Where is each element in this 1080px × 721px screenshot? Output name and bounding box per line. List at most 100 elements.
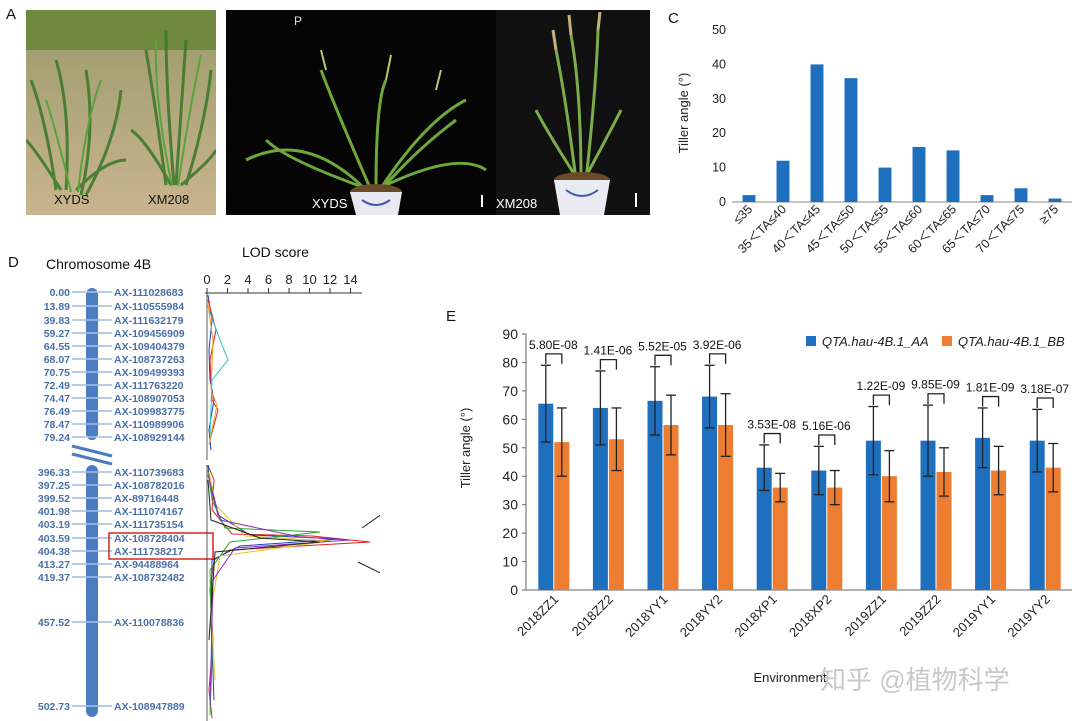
upper-marker-10: AX-110989906: [114, 419, 184, 431]
upper-pos-9: 76.49: [44, 406, 70, 418]
chart-e-bar-1-8: [991, 470, 1007, 590]
photo-b-mark: P: [294, 14, 303, 28]
chart-e-xtick-1: 2018ZZ2: [569, 592, 616, 639]
chart-e-ytick-4: 40: [502, 468, 518, 484]
chart-c-xtick-9: ≥75: [1037, 202, 1062, 227]
chart-e-ytick-3: 30: [502, 497, 518, 513]
chart-c-bar-5: [912, 146, 926, 202]
qtl-highlight-box: [108, 532, 214, 560]
photo-b-label-xm208: XM208: [496, 196, 538, 211]
lod-curves: [207, 294, 371, 719]
chart-c-bar-4: [878, 167, 892, 202]
panel-label-c: C: [668, 10, 679, 27]
lod-tick-5: 10: [302, 272, 316, 287]
chart-c-bar-8: [1014, 188, 1028, 202]
chart-e-ytick-5: 50: [502, 440, 518, 456]
lower-marker-9: AX-110078836: [114, 617, 184, 629]
chart-e-pvalue-3: 3.92E-06: [693, 338, 742, 352]
chart-e-bracket-3: [708, 353, 727, 364]
chart-c-bar-6: [946, 150, 960, 202]
chart-c-bar-2: [810, 64, 824, 203]
chart-e-bracket-5: [818, 434, 836, 445]
chart-e-ytick-6: 60: [502, 411, 518, 427]
chart-e-bar-1-0: [554, 442, 570, 590]
upper-marker-2: AX-111632179: [114, 315, 184, 327]
lower-marker-4: AX-111735154: [114, 519, 184, 531]
lod-tick-2: 4: [244, 272, 251, 287]
chart-c-ytick-0: 0: [719, 195, 726, 209]
lod-tick-4: 8: [285, 272, 292, 287]
chart-e-pvalue-4: 3.53E-08: [747, 418, 796, 432]
chart-e-tiller-by-environment: Tiller angle (°) 0 10 20 30 40 50 60 70 80 90 5.8…: [458, 326, 1072, 685]
chart-c-bar-9: [1048, 198, 1062, 202]
chart-e-bracket-7: [927, 393, 945, 404]
chromosome-break-2: [71, 452, 113, 466]
zoom-line-top: [361, 514, 380, 529]
upper-pos-8: 74.47: [44, 393, 70, 405]
photo-a-label-xyds: XYDS: [54, 192, 90, 207]
upper-pos-6: 70.75: [44, 367, 70, 379]
upper-pos-5: 68.07: [44, 354, 70, 366]
lod-tick-0: 0: [203, 272, 210, 287]
chart-e-bar-0-8: [975, 437, 991, 590]
chart-c-ytick-4: 40: [712, 57, 726, 71]
lower-pos-10: 502.73: [38, 701, 70, 713]
chart-e-xtick-5: 2018XP2: [786, 592, 834, 640]
upper-pos-1: 13.89: [44, 301, 70, 313]
lower-pos-9: 457.52: [38, 617, 70, 629]
chart-e-bar-1-1: [608, 439, 624, 590]
chart-e-ytick-2: 20: [502, 525, 518, 541]
legend-label-bb: QTA.hau-4B.1_BB: [958, 334, 1065, 349]
chart-c-bar-7: [980, 195, 994, 202]
upper-pos-11: 79.24: [44, 432, 70, 444]
chart-e-bar-1-6: [881, 476, 897, 590]
chromosome-title: Chromosome 4B: [46, 256, 152, 272]
chart-e-bar-0-4: [756, 467, 772, 590]
chart-e-bar-0-1: [592, 407, 608, 590]
chart-e-pvalue-5: 5.16E-06: [802, 419, 851, 433]
chart-e-bracket-4: [763, 432, 781, 444]
upper-marker-9: AX-109983775: [114, 406, 185, 418]
chart-e-bar-0-3: [702, 396, 718, 590]
chart-e-bar-1-9: [1045, 467, 1061, 590]
zoom-line-bottom: [357, 561, 380, 574]
chart-e-ytick-0: 0: [510, 582, 518, 598]
panel-label-e: E: [446, 308, 457, 325]
photo-field-plants: [26, 10, 216, 215]
chart-c-ytick-1: 10: [712, 161, 726, 175]
chart-e-bar-1-3: [718, 425, 734, 590]
lower-marker-0: AX-110739683: [114, 467, 184, 479]
panel-label-d: D: [8, 254, 19, 271]
lower-pos-8: 419.37: [38, 572, 70, 584]
upper-pos-0: 0.00: [50, 287, 71, 299]
lod-tick-3: 6: [265, 272, 272, 287]
upper-marker-0: AX-111028683: [114, 287, 184, 299]
chart-e-bar-1-5: [827, 487, 843, 590]
chromosome-lower-segment: [86, 465, 98, 717]
legend-swatch-aa: [806, 336, 816, 346]
chart-e-bar-0-6: [865, 440, 881, 590]
chart-c-bar-0: [742, 195, 756, 202]
lower-pos-3: 401.98: [38, 506, 70, 518]
chart-e-ytick-9: 90: [502, 326, 518, 342]
chart-e-pvalue-2: 5.52E-05: [638, 339, 687, 353]
chart-e-xlabel: Environment: [754, 670, 827, 685]
lower-pos-6: 404.38: [38, 546, 70, 558]
chart-e-xtick-7: 2019ZZ2: [896, 592, 943, 639]
lower-marker-8: AX-108732482: [114, 572, 185, 584]
chromosome-upper-segment: [86, 288, 98, 440]
chart-e-bar-1-7: [936, 471, 952, 590]
lower-marker-2: AX-89716448: [114, 493, 179, 505]
chart-e-bracket-9: [1036, 397, 1054, 408]
chart-e-bar-0-5: [811, 470, 827, 590]
lower-marker-3: AX-111074167: [114, 506, 184, 518]
chart-e-xtick-4: 2018XP1: [731, 592, 779, 640]
upper-pos-2: 39.83: [44, 315, 70, 327]
lower-pos-5: 403.59: [38, 533, 70, 545]
legend-swatch-bb: [942, 336, 952, 346]
lower-pos-7: 413.27: [38, 559, 70, 571]
chart-e-pvalue-9: 3.18E-07: [1020, 382, 1069, 396]
lod-tick-7: 14: [343, 272, 357, 287]
genetic-map-panel: 0.00 AX-111028683 13.89 AX-110555984 39.83 AX…: [38, 272, 380, 721]
